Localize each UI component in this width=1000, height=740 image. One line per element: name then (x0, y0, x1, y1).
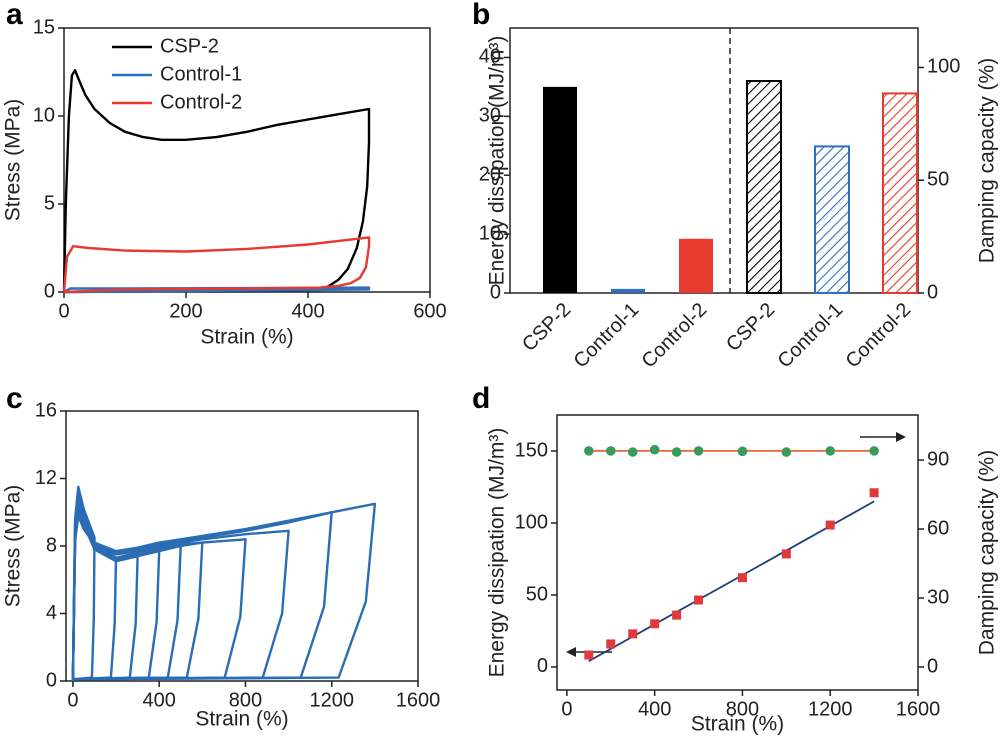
x-tick-label: Control-2 (638, 299, 712, 373)
y-tick-label: 12 (35, 467, 57, 489)
x-tick-label: 600 (413, 300, 446, 322)
plot-frame (65, 410, 419, 682)
y2-tick-label: 50 (927, 169, 949, 191)
x-tick-label: 400 (291, 300, 324, 322)
x-tick-label: 1600 (396, 689, 441, 711)
x-tick-label: 800 (726, 698, 759, 720)
y-tick-label: 40 (479, 46, 501, 68)
y2-tick-label: 30 (927, 586, 949, 608)
y-tick-label: 50 (526, 583, 548, 605)
bar (611, 288, 645, 293)
y-tick-label: 16 (35, 399, 57, 421)
y-tick-label: 0 (44, 280, 55, 302)
data-point (605, 446, 616, 456)
data-point (825, 520, 835, 530)
y2-tick-label: 0 (927, 281, 938, 303)
y-tick-label: 10 (479, 222, 501, 244)
data-point (649, 444, 660, 455)
y-tick-label: 5 (44, 192, 55, 214)
panel-label: c (6, 382, 23, 415)
x-tick-label: CSP-2 (722, 299, 779, 356)
x-tick-label: 1600 (896, 698, 941, 720)
data-point (584, 446, 594, 456)
y-tick-label: 20 (479, 164, 501, 186)
y2-tick-label: 90 (927, 448, 949, 470)
data-point (737, 573, 747, 583)
x-tick-label: 800 (229, 689, 262, 711)
bar (814, 145, 850, 294)
y-tick-label: 30 (479, 105, 501, 127)
y-tick-label: 8 (46, 534, 57, 556)
y-axis-label: Stress (MPa) (2, 99, 25, 222)
x-tick-label: Control-1 (774, 299, 848, 373)
y2-tick-label: 0 (927, 655, 938, 677)
y-tick-label: 4 (46, 602, 57, 624)
series-line (62, 236, 371, 294)
data-point (584, 650, 594, 660)
y2-tick-label: 60 (927, 517, 949, 539)
bar (543, 86, 577, 293)
x-tick-label: CSP-2 (518, 299, 575, 356)
panel-label: d (472, 382, 490, 415)
y2-tick-label: 100 (927, 56, 960, 78)
x-tick-label: 400 (142, 689, 175, 711)
arrow-right (860, 432, 906, 442)
series-line (71, 502, 377, 682)
data-point (781, 447, 792, 457)
x-axis-label: Strain (%) (195, 708, 288, 731)
data-point (628, 629, 638, 639)
x-tick-label: 200 (169, 300, 202, 322)
bar (882, 92, 918, 295)
plot-frame (556, 414, 919, 691)
data-point (869, 488, 879, 498)
data-point (627, 447, 638, 457)
panel-label: a (6, 0, 23, 31)
legend-label: CSP-2 (160, 35, 219, 57)
data-point (671, 447, 682, 457)
y-axis-label: Energy dissipation (MJ/m³) (486, 36, 509, 286)
y-tick-label: 150 (515, 439, 548, 461)
series-line (71, 504, 204, 682)
data-point (694, 595, 704, 605)
legend-label: Control-2 (160, 91, 242, 113)
data-point (672, 610, 682, 620)
y2-axis-label: Damping capacity (%) (976, 450, 999, 655)
x-tick-label: 0 (67, 689, 78, 711)
data-point (825, 446, 836, 456)
y-tick-label: 100 (515, 511, 548, 533)
data-point (693, 446, 704, 456)
data-point (606, 639, 616, 649)
series-line (62, 69, 371, 294)
x-tick-label: Control-1 (570, 299, 644, 373)
y-tick-label: 15 (33, 16, 55, 38)
x-axis-label: Strain (%) (200, 326, 293, 349)
x-tick-label: 1200 (309, 689, 354, 711)
x-tick-label: Control-2 (842, 299, 916, 373)
data-point (737, 446, 748, 457)
x-tick-label: 0 (58, 300, 69, 322)
y-tick-label: 10 (33, 104, 55, 126)
data-point (869, 446, 879, 456)
x-tick-label: 400 (638, 698, 671, 720)
y-tick-label: 0 (537, 655, 548, 677)
y-axis-label: Stress (MPa) (2, 485, 25, 608)
series-line (71, 511, 290, 682)
plot-frame (63, 27, 431, 293)
panel-label: b (472, 0, 490, 31)
bar (746, 80, 782, 294)
y-tick-label: 0 (490, 281, 501, 303)
bar (679, 238, 713, 293)
y2-axis-label: Damping capacity (%) (976, 58, 999, 263)
data-point (781, 549, 791, 559)
x-tick-label: 0 (561, 698, 572, 720)
legend-label: Control-1 (160, 63, 242, 85)
y-axis-label: Energy dissipation (MJ/m³) (486, 428, 509, 678)
x-tick-label: 1200 (808, 698, 853, 720)
x-axis-label: Strain (%) (691, 713, 784, 736)
data-point (650, 619, 660, 629)
y-tick-label: 0 (46, 669, 57, 691)
